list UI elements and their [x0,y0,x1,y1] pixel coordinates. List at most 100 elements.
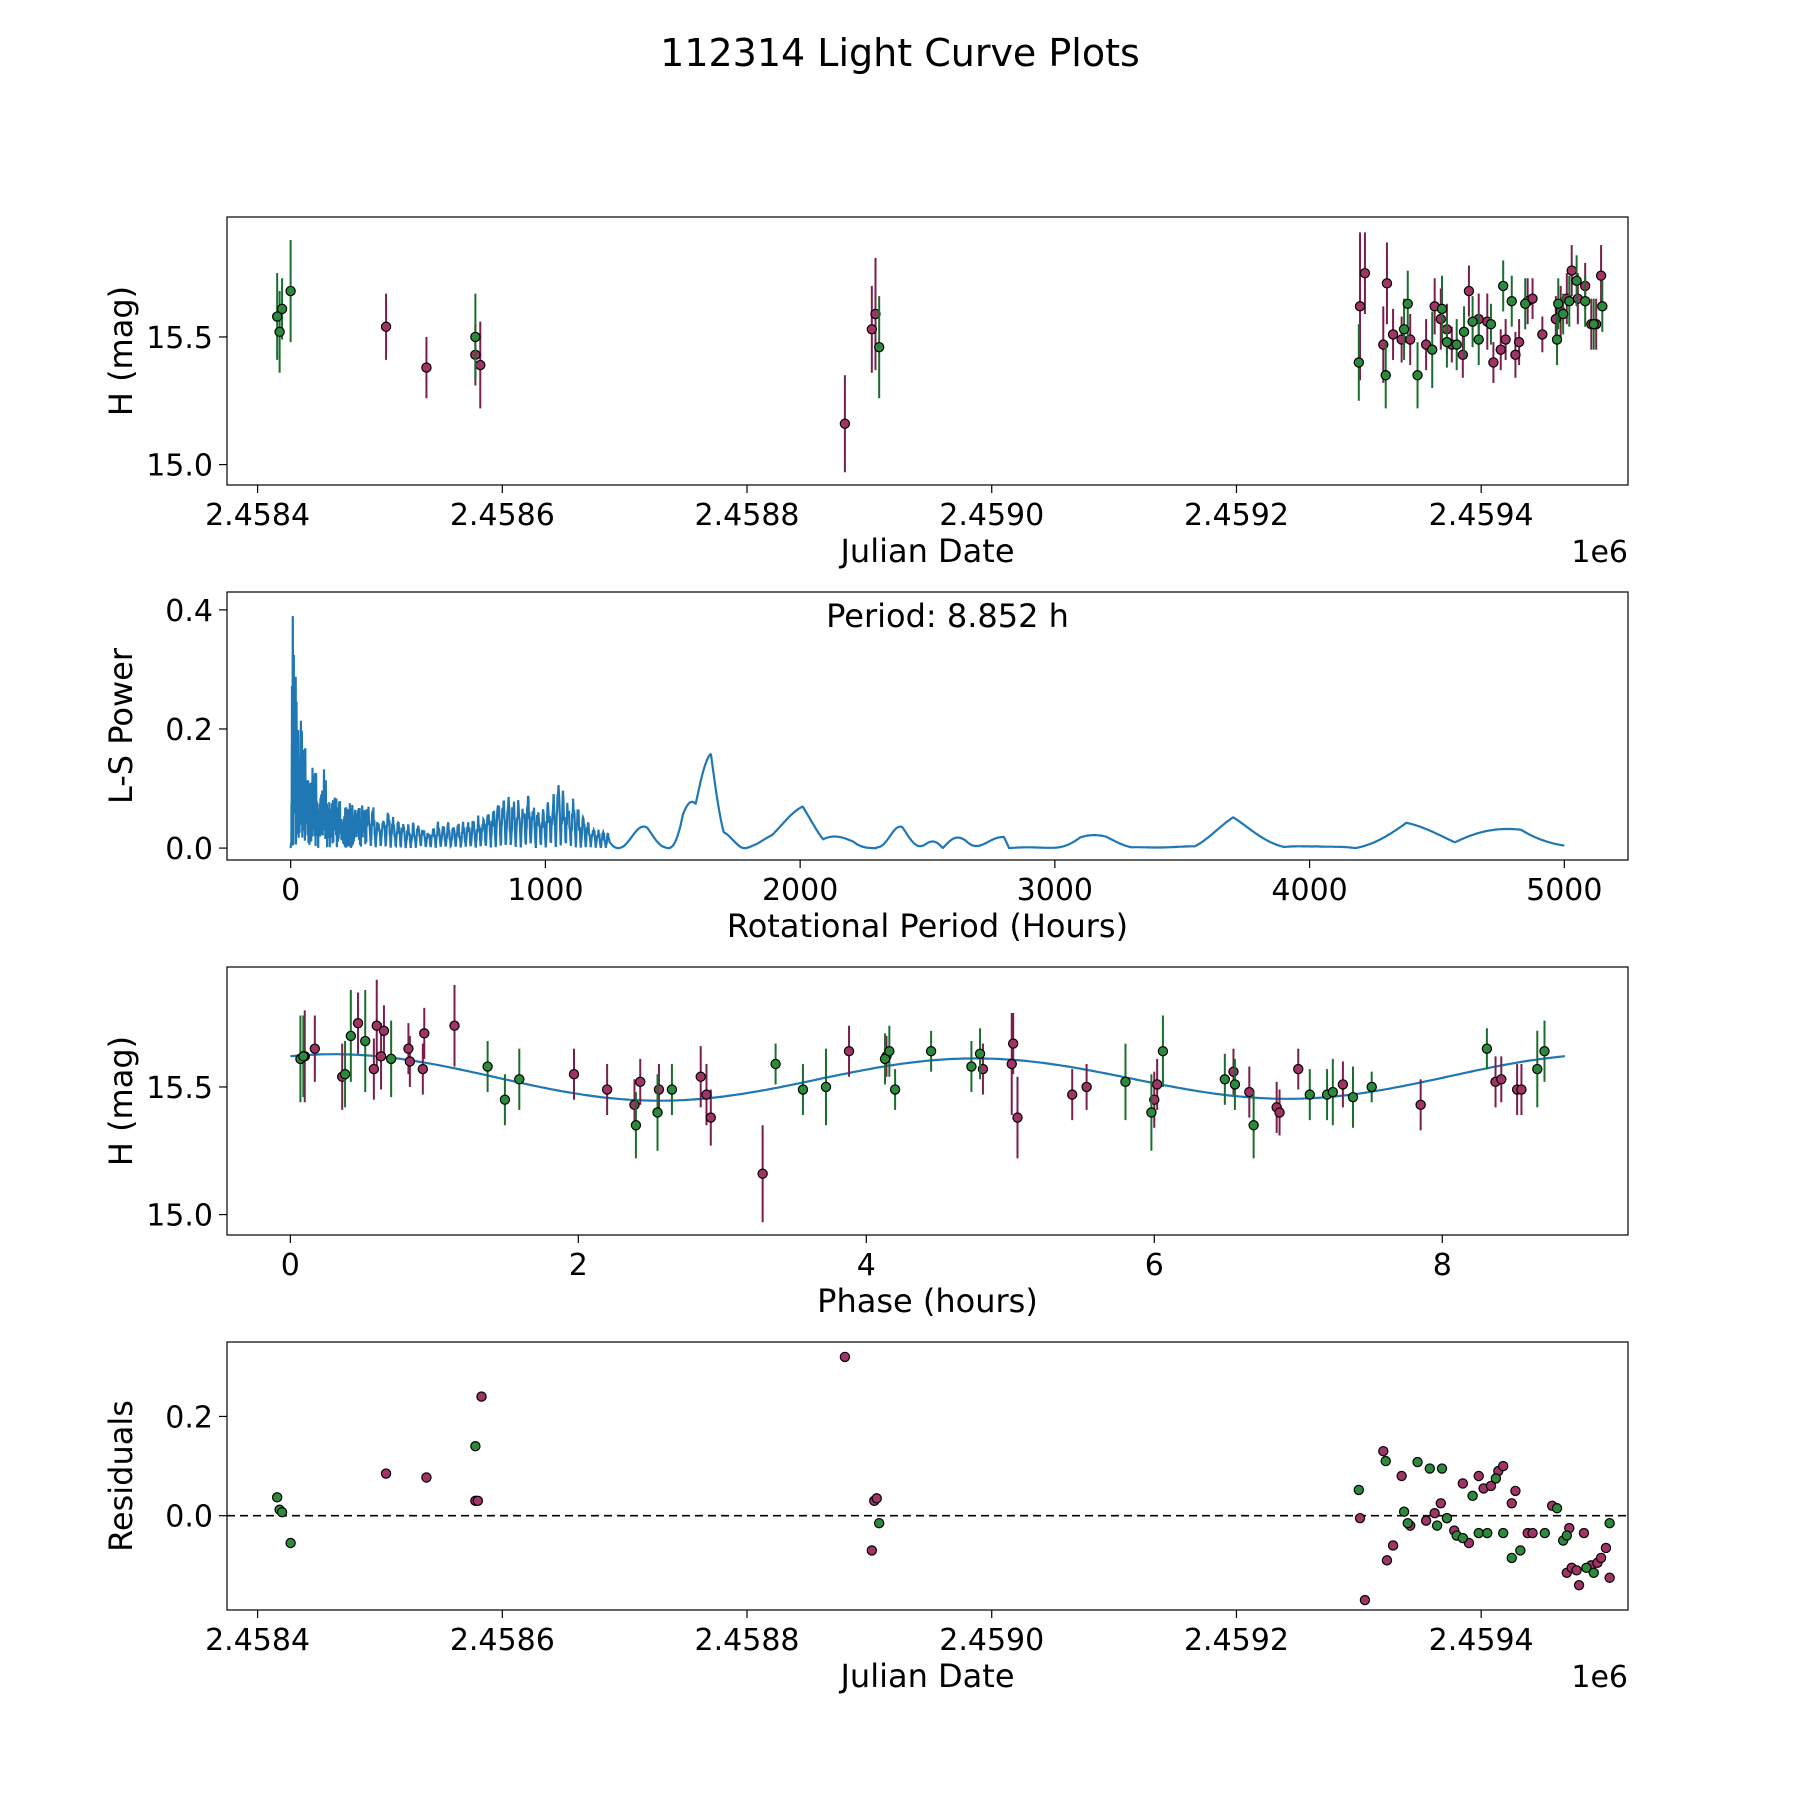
x-tick-label: 6 [1145,1248,1164,1283]
data-point-green [1120,1076,1131,1088]
x-axis-label: Phase (hours) [817,1282,1038,1320]
data-point-green [274,326,285,338]
data-point-red [705,1112,716,1123]
x-tick-label: 5000 [1526,873,1602,908]
data-point-red [1244,1086,1255,1098]
y-tick-label: 15.0 [146,449,213,484]
data-point-red [1274,1107,1285,1118]
data-point-green [1551,1503,1563,1514]
data-point-green [1564,296,1575,307]
data-point-red [1067,1089,1078,1100]
data-point-green [884,1046,895,1057]
data-point-red [378,1025,390,1037]
data-point-green [1581,1562,1592,1574]
data-point-green [298,1051,309,1062]
data-point-red [472,1495,484,1507]
data-point-red [866,1545,878,1556]
data-point-green [1532,1063,1543,1075]
axes-frame [226,216,1629,486]
data-point-red [1513,336,1525,348]
data-point-red [1228,1066,1239,1077]
data-point-green [1588,319,1599,330]
data-point-red [1595,1552,1607,1564]
data-point-green [1490,1473,1502,1484]
x-tick-label: 0 [281,873,300,908]
x-tick-label: 2.4586 [450,1623,555,1658]
data-point-red [1488,357,1499,368]
data-point-red [1007,1038,1019,1049]
data-point-green [499,1094,511,1105]
data-point-red [1527,1527,1538,1539]
data-point-green [1506,296,1517,307]
data-point-green [1427,344,1438,355]
x-tick-label: 8 [1433,1248,1452,1283]
fit-curve [290,1053,1566,1102]
data-point-red [1463,285,1475,297]
data-point-red [380,321,392,332]
y-tick-label: 0.4 [165,594,213,629]
data-point-red [1485,1480,1497,1492]
data-point-red [866,324,878,335]
data-point-red [1151,1079,1163,1090]
y-tick-label: 15.5 [146,321,213,356]
data-point-green [1482,1527,1493,1539]
data-point-red [1378,1445,1389,1457]
y-tick-label: 0.2 [165,713,213,748]
data-point-green [345,1030,357,1042]
data-point-red [1457,349,1469,361]
axes-frame [226,591,1629,861]
data-point-green [1579,296,1591,307]
data-point-green [1327,1086,1339,1098]
y-tick-label: 0.0 [165,832,213,867]
light-curve-panel: 2.4584 2.4586 2.4588 2.4590 2.4592 2.4594 15.0… [102,216,1629,570]
periodogram-panel: 0 1000 2000 3000 4000 5000 0.0 0.2 0.4 Rotational… [102,591,1629,945]
data-point-green [889,1084,901,1095]
axes-frame [226,966,1629,1236]
data-point-green [1398,324,1410,335]
data-point-red [1573,1579,1585,1591]
data-point-red [1566,265,1577,276]
x-tick-label: 2.4584 [205,1623,310,1658]
data-point-green [285,285,296,297]
data-point-red [449,1020,460,1031]
data-point-red [1359,267,1371,279]
data-point-green [925,1046,937,1057]
data-point-green [1412,1456,1423,1468]
data-point-green [1506,1552,1517,1564]
x-axis-label: Julian Date [838,1657,1014,1695]
data-point-green [271,1492,283,1503]
data-point-red [419,1028,430,1039]
data-point-red [1527,293,1538,304]
x-tick-label: 2.4592 [1184,498,1289,533]
data-point-green [1304,1089,1315,1100]
data-point-green [1398,1506,1410,1517]
data-point-red [475,359,486,371]
data-point-green [1467,316,1478,327]
residuals-panel: 2.4584 2.4586 2.4588 2.4590 2.4592 2.4594 0.0 0… [102,1341,1629,1695]
phased-curve-panel: 0 2 4 6 8 15.0 15.5 Phase (hours) H (mag) [102,966,1629,1320]
data-point-red [1381,1555,1393,1566]
x-axis-label: Julian Date [838,532,1014,570]
data-point-green [797,1084,809,1095]
y-axis-label: Residuals [102,1400,140,1552]
data-point-red [629,1099,640,1111]
data-point-green [1467,1490,1478,1502]
data-point-red [1506,1498,1517,1509]
data-point-green [879,1053,891,1065]
x-tick-label: 2.4594 [1429,498,1534,533]
data-point-red [1293,1063,1304,1075]
data-point-green [820,1081,832,1093]
data-point-green [770,1058,781,1070]
data-point-green [1229,1079,1241,1090]
data-point-green [285,1537,296,1549]
data-point-green [1497,280,1509,292]
data-point-red [1387,329,1399,340]
x-tick-label: 3000 [1017,873,1093,908]
data-point-red [601,1084,613,1095]
data-point-red [1595,270,1607,281]
plot-area [289,616,1565,850]
data-point-green [1248,1120,1259,1131]
data-point-green [385,1053,397,1065]
y-tick-label: 15.0 [146,1199,213,1234]
